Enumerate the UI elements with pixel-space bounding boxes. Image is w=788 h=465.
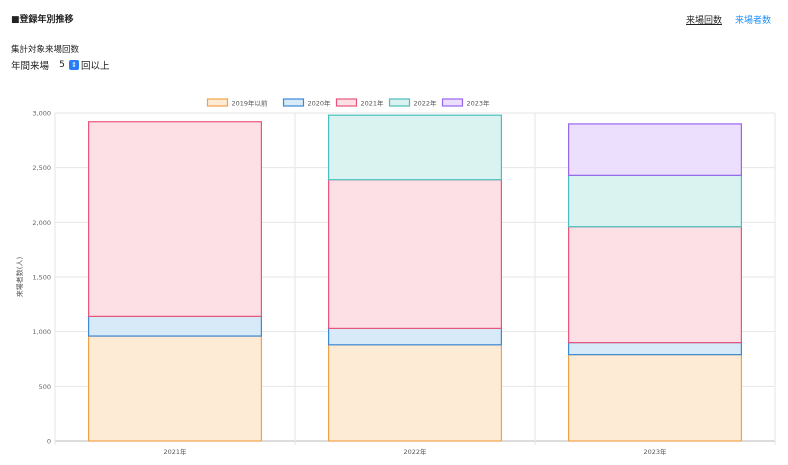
legend-swatch: [282, 98, 305, 107]
legend-label: 2023年: [467, 99, 491, 108]
y-tick-label: 3,000: [32, 110, 51, 118]
bar-segment: [87, 315, 263, 337]
legend-swatch: [335, 98, 358, 107]
chart-legend: 2019年以前 2020年 2021年 2022年 2023年: [206, 98, 491, 108]
x-tick-label: 2021年: [163, 447, 187, 456]
legend-swatch: [206, 98, 229, 107]
y-tick-label: 1,500: [32, 274, 51, 282]
tab-visitor-count[interactable]: 来場者数: [735, 16, 772, 26]
y-tick-label: 0: [47, 438, 51, 446]
section-title: ■登録年別推移: [11, 15, 74, 25]
x-axis: 2021年 2022年 2023年: [163, 447, 667, 456]
legend-label: 2022年: [414, 99, 438, 108]
tab-visit-count[interactable]: 来場回数: [686, 16, 723, 26]
bar-segment: [567, 354, 742, 442]
chart-bars: [87, 114, 742, 442]
bar-segment: [328, 179, 503, 329]
legend-label: 2020年: [308, 99, 332, 108]
bar-segment: [567, 226, 742, 344]
y-axis-label: 来場者数(人): [15, 257, 24, 298]
legend-label: 2021年: [361, 99, 385, 108]
y-tick-label: 500: [39, 383, 51, 391]
bar-segment: [567, 174, 742, 228]
bar-segment: [328, 327, 503, 346]
legend-label: 2019年以前: [232, 99, 269, 108]
filter-prefix: 年間来場: [11, 61, 50, 72]
legend-swatch: [388, 98, 411, 107]
visit-count-select[interactable]: 5: [59, 60, 65, 70]
y-tick-label: 2,000: [32, 219, 51, 227]
filter-row: 年間来場 5 ⇕ 回以上: [11, 58, 110, 72]
stacked-bar-chart: 2019年以前 2020年 2021年 2022年 2023年 0 500 1,000 1,5…: [15, 98, 776, 456]
bar-segment: [567, 123, 742, 176]
y-tick-label: 1,000: [32, 328, 51, 336]
bar-segment: [328, 114, 503, 181]
x-tick-label: 2022年: [403, 447, 427, 456]
bar-segment: [328, 344, 503, 442]
select-stepper-icon[interactable]: ⇕: [69, 60, 80, 70]
bar-segment: [87, 121, 263, 317]
bar-segment: [87, 335, 263, 442]
filter-suffix: 回以上: [81, 61, 110, 72]
filter-label: 集計対象来場回数: [11, 45, 80, 55]
y-axis: 0 500 1,000 1,500 2,000 2,500 3,000: [32, 110, 51, 446]
legend-swatch: [441, 98, 464, 107]
x-tick-label: 2023年: [643, 447, 667, 456]
bar-segment: [567, 342, 742, 356]
y-tick-label: 2,500: [32, 164, 51, 172]
